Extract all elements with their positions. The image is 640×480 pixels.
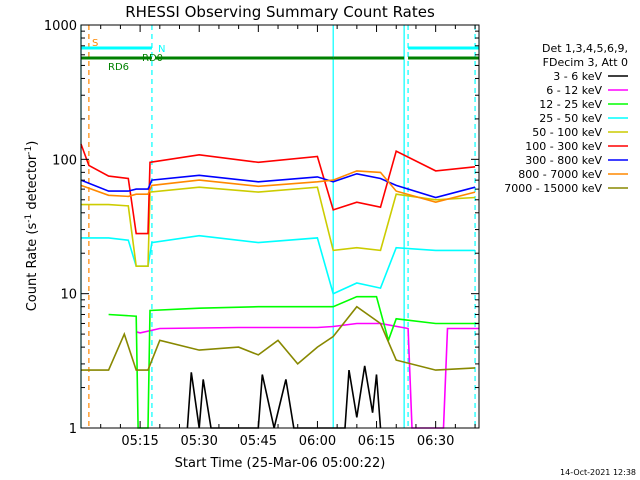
x-tick-label-3: 06:00 — [299, 434, 336, 449]
series-line-5 — [80, 143, 476, 235]
marker-rd6: RD6 — [108, 62, 129, 73]
series-line-2 — [108, 295, 479, 429]
marker-rd0: RD0 — [142, 53, 163, 64]
legend-label-6: 300 - 800 keV — [525, 154, 602, 167]
series-line-0 — [186, 365, 382, 429]
attenuator-bars — [81, 46, 479, 60]
legend-label-4: 50 - 100 keV — [532, 126, 602, 139]
region-lines — [80, 25, 476, 428]
y-axis-label: Count Rate (s-1 detector-1) — [24, 141, 40, 312]
x-axis-label: Start Time (25-Mar-06 05:00:22) — [175, 456, 386, 471]
y-label-sup-1: -1 — [24, 214, 34, 223]
x-tick-label-0: 05:15 — [121, 434, 158, 449]
series-line-3 — [81, 234, 476, 295]
y-tick-label-0: 1 — [69, 422, 77, 437]
x-tick-label-1: 05:30 — [180, 434, 217, 449]
legend-label-2: 12 - 25 keV — [539, 98, 602, 111]
legend-label-0: 3 - 6 keV — [553, 70, 602, 83]
footer-timestamp: 14-Oct-2021 12:38 — [560, 468, 636, 477]
legend-header-line-2: FDecim 3, Att 0 — [543, 56, 628, 69]
legend-label-8: 7000 - 15000 keV — [504, 182, 602, 195]
y-label-part-3: ) — [25, 141, 40, 146]
marker-s: S — [92, 38, 98, 49]
x-tick-label-4: 06:15 — [358, 434, 395, 449]
y-label-sup-2: -1 — [24, 146, 34, 155]
series-line-7 — [80, 170, 476, 204]
x-tick-label-5: 06:30 — [417, 434, 454, 449]
axis-ticks: 05:15 05:30 05:45 06:00 06:15 06:30 1 10 100 1000 — [44, 19, 479, 449]
y-tick-label-2: 100 — [52, 153, 77, 168]
series-line-6 — [80, 172, 476, 199]
chart-title: RHESSI Observing Summary Count Rates — [125, 3, 435, 21]
x-tick-label-2: 05:45 — [240, 434, 277, 449]
y-tick-label-1: 10 — [60, 288, 77, 303]
y-label-part-1: Count Rate (s — [25, 223, 40, 312]
legend-label-3: 25 - 50 keV — [539, 112, 602, 125]
series-line-4 — [81, 186, 476, 268]
marker-n: N — [158, 44, 165, 55]
series-line-8 — [81, 305, 476, 371]
legend-label-5: 100 - 300 keV — [525, 140, 602, 153]
legend-label-1: 6 - 12 keV — [546, 84, 602, 97]
plot-frame — [80, 24, 480, 429]
legend-label-7: 800 - 7000 keV — [518, 168, 602, 181]
legend-header-line-1: Det 1,3,4,5,6,9, — [542, 42, 628, 55]
series-layer — [80, 143, 479, 429]
y-tick-label-3: 1000 — [44, 19, 77, 34]
series-line-1 — [135, 322, 479, 429]
y-label-part-2: detector — [25, 154, 40, 214]
